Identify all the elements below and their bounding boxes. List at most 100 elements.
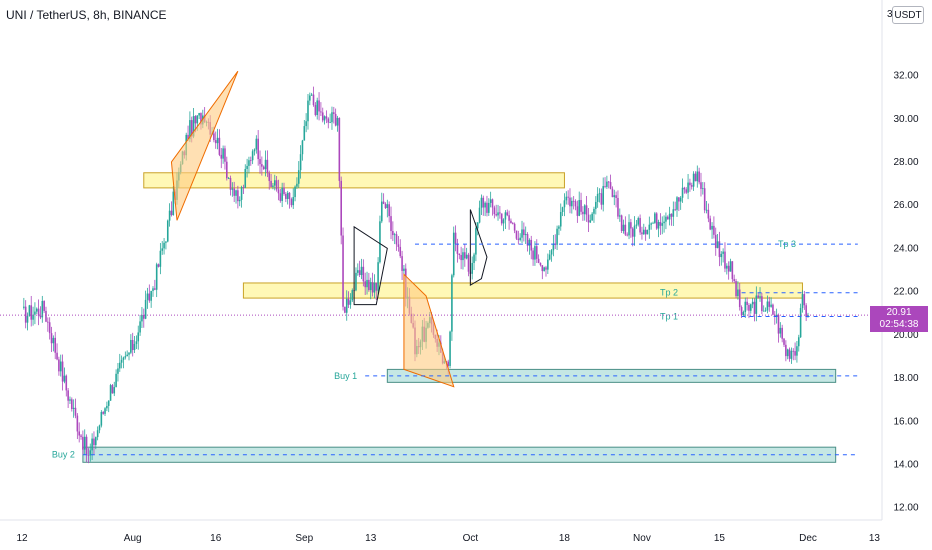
candle-body [694, 173, 697, 182]
candle-body [272, 185, 274, 187]
candle-body [600, 193, 603, 205]
candle-body [144, 299, 147, 319]
candle-body [82, 436, 84, 450]
candle-body [543, 267, 545, 272]
candle-body [766, 301, 769, 311]
candle-body [299, 154, 302, 171]
candle-body [465, 254, 468, 259]
candle-body [107, 400, 110, 406]
candle-body [74, 407, 77, 416]
candle-body [805, 305, 807, 317]
candle-body [290, 199, 293, 206]
candle-body [576, 206, 579, 216]
candle-body [338, 117, 341, 181]
candle-body [785, 344, 787, 357]
candle-body [327, 118, 330, 123]
candle-body [571, 200, 573, 207]
candle-body [572, 200, 575, 202]
candle-body [368, 279, 370, 291]
candle-body [493, 207, 496, 215]
candle-body [550, 250, 553, 255]
currency-badge[interactable]: USDT [892, 6, 924, 24]
candle-body [83, 436, 86, 450]
candle-body [273, 180, 276, 186]
candle-body [56, 352, 58, 360]
candle-body [714, 234, 717, 248]
candle-body [96, 430, 99, 438]
candle-body [294, 186, 296, 198]
candle-body [613, 195, 616, 198]
candle-body [548, 254, 551, 260]
candle-body [262, 166, 265, 170]
candle-body [657, 221, 660, 229]
candle-body [340, 180, 342, 236]
chart-title: UNI / TetherUS, 8h, BINANCE [6, 8, 167, 22]
candle-body [462, 252, 464, 261]
candle-body [259, 159, 261, 165]
candle-body [106, 405, 108, 409]
candle-body [226, 161, 228, 179]
candle-body [172, 191, 175, 216]
candle-body [654, 213, 656, 223]
candle-body [582, 211, 584, 215]
last-price-countdown: 02:54:38 [879, 319, 919, 330]
candle-body [61, 361, 64, 382]
candle-body [321, 112, 324, 121]
candle-body [297, 170, 300, 184]
candle-body [724, 251, 726, 269]
candle-body [388, 204, 390, 217]
candle-body [238, 199, 241, 202]
candle-body [213, 133, 215, 141]
candle-body [333, 112, 335, 114]
x-tick-label: Nov [633, 533, 651, 544]
candle-body [345, 298, 348, 313]
candle-body [559, 212, 562, 227]
candle-body [515, 230, 518, 239]
candle-body [379, 221, 381, 263]
candle-body [772, 304, 774, 315]
zone-support-2 [386, 368, 837, 383]
candle-body [187, 134, 189, 140]
candle-body [28, 305, 31, 316]
candle-body [87, 454, 90, 456]
candle-body [783, 338, 785, 345]
candle-body [235, 190, 237, 196]
candle-body [755, 295, 758, 314]
candle-body [495, 214, 497, 216]
candle-body [155, 264, 158, 290]
candle-body [523, 229, 525, 236]
candle-body [602, 186, 604, 205]
candle-body [617, 197, 619, 217]
candle-body [482, 197, 485, 208]
candle-body [547, 259, 549, 270]
candle-body [486, 202, 488, 213]
level-label: Buy 2 [52, 450, 75, 460]
candle-body [362, 266, 365, 282]
candle-body [609, 182, 612, 189]
candle-body [249, 160, 252, 162]
candle-body [700, 182, 702, 189]
candle-body [63, 375, 66, 382]
candle-body [585, 205, 588, 215]
candle-body [118, 362, 121, 369]
candle-body [674, 209, 676, 211]
candle-body [85, 436, 88, 455]
candle-body [534, 246, 536, 260]
candle-body [331, 112, 333, 123]
candle-body [152, 288, 154, 291]
candle-body [744, 301, 747, 313]
candle-body [257, 138, 259, 160]
candle-body [644, 229, 647, 235]
candle-body [270, 180, 272, 187]
candle-body [738, 289, 741, 308]
candle-body [661, 223, 664, 226]
candle-body [635, 224, 638, 226]
candle-body [336, 117, 339, 126]
candle-body [703, 188, 706, 211]
candle-body [393, 234, 396, 236]
candle-body [788, 349, 791, 359]
candle-body [357, 270, 359, 273]
candle-body [312, 94, 315, 106]
candle-body [397, 244, 400, 247]
